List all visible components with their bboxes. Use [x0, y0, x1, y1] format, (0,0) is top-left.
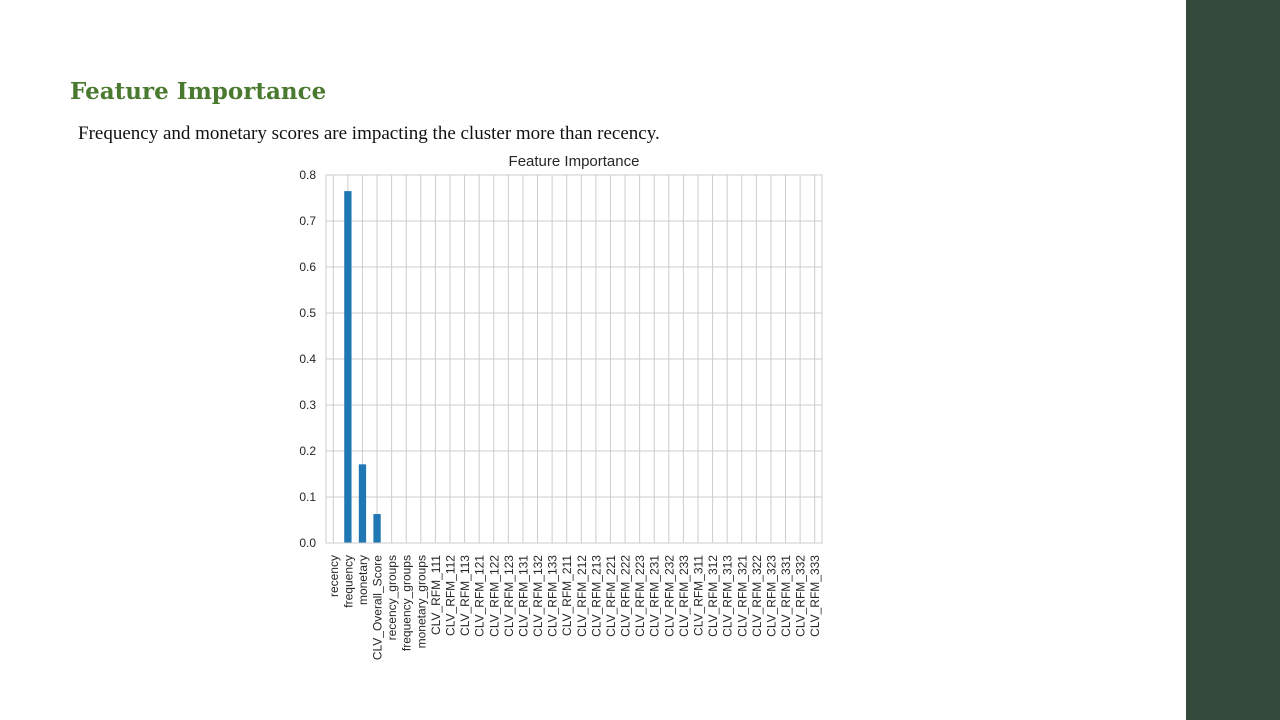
x-tick-label: CLV_RFM_323 — [764, 555, 778, 637]
slide-title: Feature Importance — [70, 78, 327, 105]
x-tick-label: CLV_RFM_321 — [735, 555, 749, 637]
x-tick-label: CLV_RFM_212 — [575, 555, 589, 637]
y-axis-ticks: 0.0 0.1 0.2 0.3 0.4 0.5 0.6 0.7 0.8 — [299, 168, 316, 550]
y-tick-label: 0.5 — [299, 306, 316, 320]
x-tick-label: monetary — [356, 555, 370, 605]
y-tick-label: 0.3 — [299, 398, 316, 412]
x-tick-label: CLV_RFM_232 — [662, 555, 676, 637]
y-tick-label: 0.6 — [299, 260, 316, 274]
x-tick-label: CLV_RFM_131 — [516, 555, 530, 637]
x-tick-label: CLV_RFM_332 — [794, 555, 808, 637]
bar — [344, 191, 352, 543]
x-tick-label: CLV_RFM_231 — [648, 555, 662, 637]
x-tick-label: CLV_RFM_221 — [604, 555, 618, 637]
grid-lines — [326, 174, 822, 544]
x-tick-label: CLV_RFM_211 — [560, 555, 574, 636]
x-tick-label: CLV_RFM_333 — [808, 555, 822, 637]
x-tick-label: monetary_groups — [414, 555, 428, 648]
x-tick-label: CLV_RFM_312 — [706, 555, 720, 637]
x-tick-label: CLV_RFM_222 — [619, 555, 633, 637]
x-tick-label: CLV_RFM_121 — [473, 555, 487, 637]
x-tick-label: CLV_RFM_112 — [444, 555, 458, 636]
x-tick-label: CLV_RFM_132 — [531, 555, 545, 637]
y-tick-label: 0.2 — [299, 444, 316, 458]
x-tick-label: CLV_RFM_313 — [721, 555, 735, 637]
x-tick-label: recency_groups — [385, 555, 399, 640]
x-tick-label: frequency — [341, 555, 355, 608]
bar — [373, 514, 381, 543]
plot-frame — [325, 174, 823, 544]
x-tick-label: CLV_RFM_113 — [458, 555, 472, 636]
x-tick-label: CLV_RFM_223 — [633, 555, 647, 637]
y-tick-label: 0.8 — [299, 168, 316, 182]
x-tick-label: CLV_RFM_123 — [502, 555, 516, 637]
y-tick-label: 0.1 — [299, 490, 316, 504]
y-tick-label: 0.4 — [299, 352, 316, 366]
x-tick-label: CLV_RFM_122 — [487, 555, 501, 637]
bar — [358, 464, 367, 543]
x-tick-label: CLV_Overall_Score — [371, 555, 385, 660]
x-axis-ticks: recency frequency monetary CLV_Overall_Scor… — [327, 555, 822, 660]
decorative-side-band — [1186, 0, 1280, 720]
x-tick-label: CLV_RFM_111 — [429, 555, 443, 635]
slide-subtitle: Frequency and monetary scores are impact… — [78, 123, 660, 144]
y-tick-label: 0.7 — [299, 214, 316, 228]
x-tick-label: CLV_RFM_133 — [546, 555, 560, 637]
x-tick-label: recency — [327, 555, 341, 597]
x-tick-label: CLV_RFM_213 — [589, 555, 603, 637]
x-tick-label: CLV_RFM_322 — [750, 555, 764, 637]
y-tick-label: 0.0 — [299, 536, 316, 550]
chart-title: Feature Importance — [509, 153, 640, 170]
x-tick-label: CLV_RFM_233 — [677, 555, 691, 637]
x-tick-label: frequency_groups — [400, 555, 414, 651]
bars — [344, 191, 381, 543]
x-tick-label: CLV_RFM_311 — [692, 555, 706, 636]
x-tick-label: CLV_RFM_331 — [779, 555, 793, 637]
